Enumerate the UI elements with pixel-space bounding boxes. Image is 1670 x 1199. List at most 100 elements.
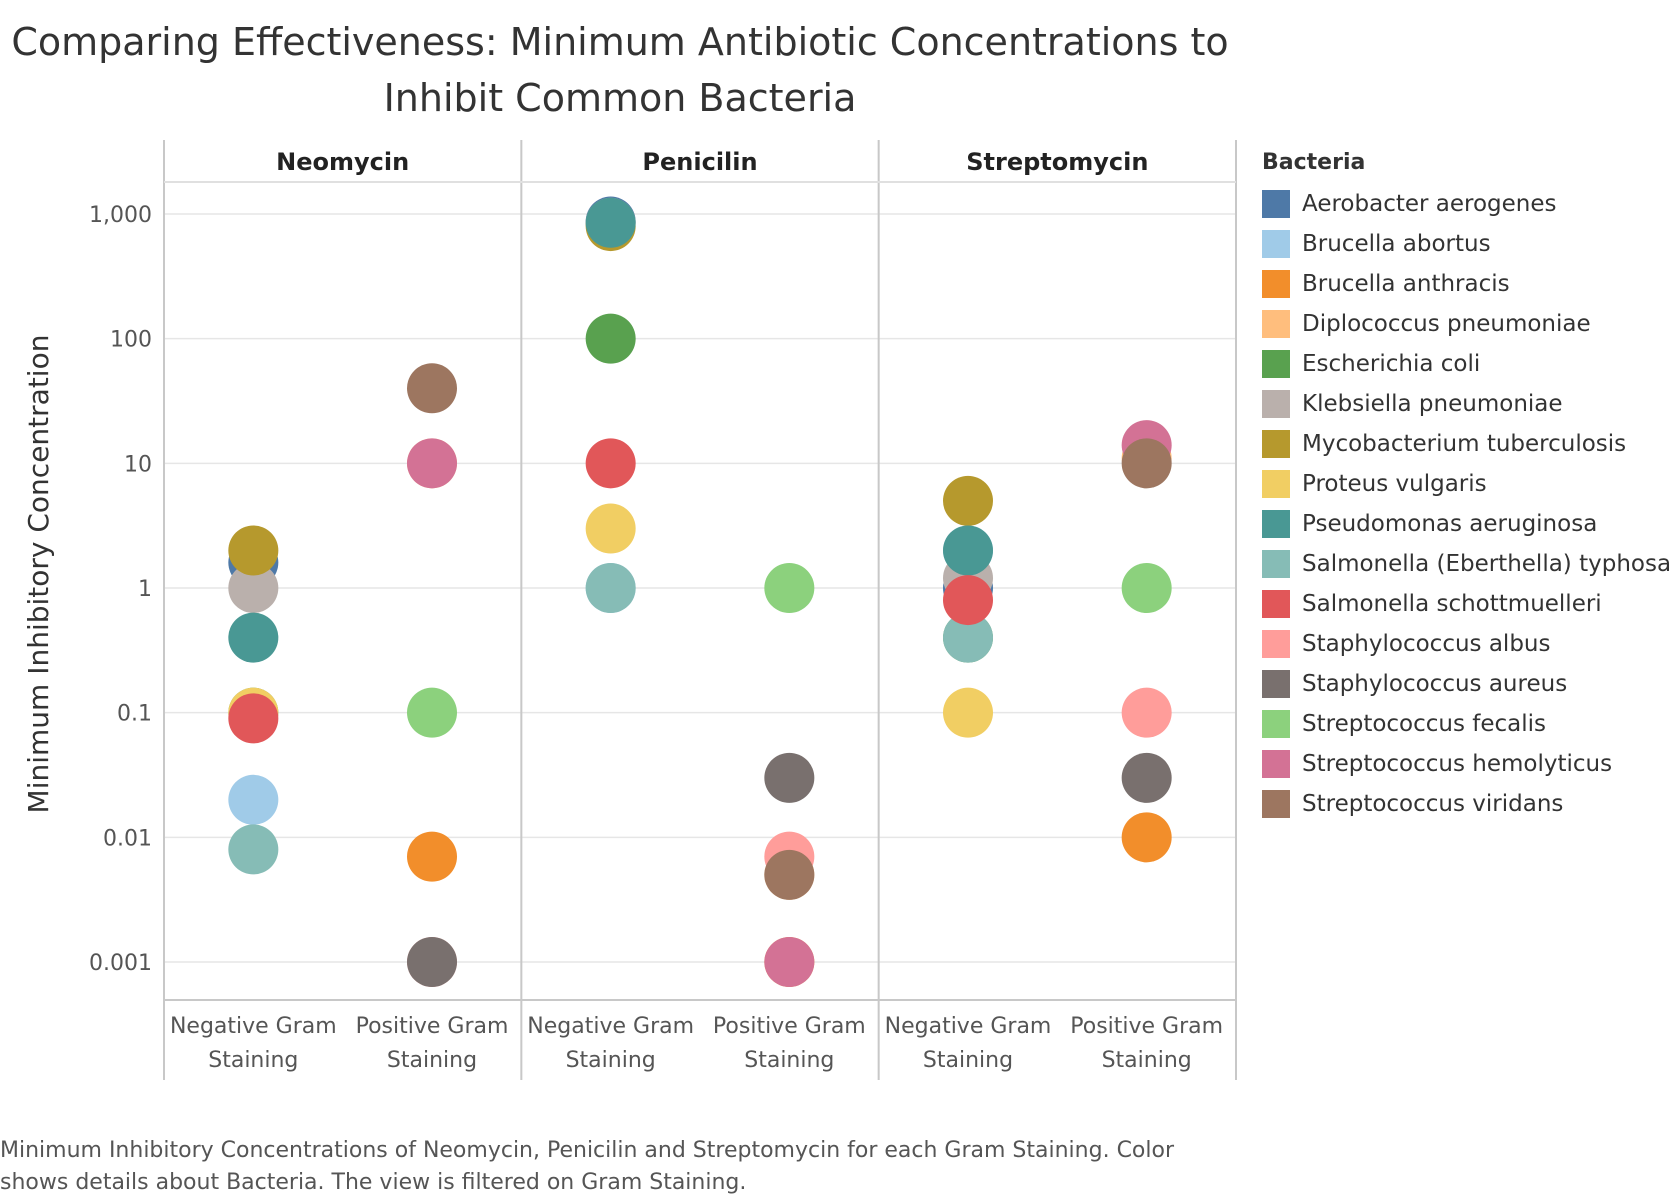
legend-item: Aerobacter aerogenes: [1262, 184, 1667, 224]
legend-title: Bacteria: [1262, 150, 1366, 175]
category-label: Negative Gram: [170, 1014, 337, 1039]
data-point: [1121, 438, 1172, 489]
legend-label: Aerobacter aerogenes: [1302, 191, 1557, 217]
legend-swatch: [1262, 470, 1290, 498]
caption: Minimum Inhibitory Concentrations of Neo…: [0, 1135, 1250, 1199]
data-point: [407, 831, 457, 882]
data-point: [228, 563, 279, 613]
legend-label: Salmonella (Eberthella) typhosa: [1302, 551, 1670, 577]
chart-title-line-1: Comparing Effectiveness: Minimum Antibio…: [11, 20, 1229, 64]
y-tick-label: 0.001: [89, 951, 152, 976]
chart-plot: 1,000 100 10 1 0.1 0.01 0.001 Neomycin Penicili…: [22, 140, 1237, 1080]
category-label: Positive Gram: [1070, 1014, 1223, 1039]
y-tick-label: 1: [138, 577, 152, 602]
legend-label: Streptococcus fecalis: [1302, 711, 1547, 737]
y-tick-label: 0.1: [117, 702, 152, 727]
category-label: Negative Gram: [885, 1014, 1052, 1039]
data-point: [228, 774, 279, 825]
data-point: [228, 525, 279, 576]
y-axis-title: Minimum Inhibitory Concentration: [22, 335, 55, 814]
legend-item: Staphylococcus aureus: [1262, 664, 1667, 704]
data-point: [764, 752, 815, 803]
category-label: Negative Gram: [527, 1014, 694, 1039]
legend-item: Brucella abortus: [1262, 224, 1667, 264]
data-point: [943, 475, 993, 526]
panel-label-streptomycin: Streptomycin: [966, 148, 1148, 176]
data-point: [407, 438, 457, 489]
data-point: [407, 937, 457, 987]
category-labels: Negative Gram Staining Positive Gram Staini…: [170, 1014, 1223, 1073]
data-point: [228, 824, 279, 875]
category-label: Staining: [923, 1048, 1013, 1073]
legend-label: Staphylococcus albus: [1302, 631, 1551, 657]
data-point: [228, 693, 279, 744]
legend-item: Salmonella (Eberthella) typhosa: [1262, 544, 1670, 584]
legend-label: Brucella anthracis: [1302, 271, 1510, 297]
legend-item: Mycobacterium tuberculosis: [1262, 424, 1667, 464]
legend-swatch: [1262, 590, 1290, 618]
legend-swatch: [1262, 430, 1290, 458]
frame-layer: [163, 140, 1237, 1080]
legend-label: Klebsiella pneumoniae: [1302, 391, 1563, 417]
chart-title: Comparing Effectiveness: Minimum Antibio…: [0, 14, 1240, 126]
data-point: [585, 197, 636, 248]
grid-layer: [164, 213, 1236, 963]
data-points: [228, 196, 1172, 987]
legend-label: Salmonella schottmuelleri: [1302, 591, 1602, 617]
y-tick-label: 100: [110, 328, 152, 353]
data-point: [943, 575, 993, 626]
y-tick-label: 1,000: [89, 203, 152, 228]
y-tick-label: 0.01: [103, 826, 152, 851]
legend-label: Diplococcus pneumoniae: [1302, 311, 1591, 337]
data-point: [585, 503, 636, 554]
legend-label: Mycobacterium tuberculosis: [1302, 431, 1627, 457]
data-point: [764, 849, 815, 900]
category-label: Positive Gram: [713, 1014, 866, 1039]
data-point: [943, 525, 993, 576]
legend-swatch: [1262, 670, 1290, 698]
legend-swatch: [1262, 190, 1290, 218]
y-axis-ticks: 1,000 100 10 1 0.1 0.01 0.001: [89, 203, 152, 976]
data-point: [585, 563, 636, 613]
data-point: [1121, 812, 1172, 863]
legend-swatch: [1262, 550, 1290, 578]
category-label: Staining: [208, 1048, 298, 1073]
legend-item: Klebsiella pneumoniae: [1262, 384, 1667, 424]
legend-label: Streptococcus viridans: [1302, 791, 1564, 817]
panel-label-penicilin: Penicilin: [642, 148, 757, 176]
legend-item: Staphylococcus albus: [1262, 624, 1667, 664]
legend-label: Escherichia coli: [1302, 351, 1481, 377]
legend-label: Pseudomonas aeruginosa: [1302, 511, 1598, 537]
caption-line-1: Minimum Inhibitory Concentrations of Neo…: [0, 1138, 1175, 1163]
legend-item: Diplococcus pneumoniae: [1262, 304, 1667, 344]
data-point: [764, 937, 815, 987]
y-tick-label: 10: [124, 452, 152, 477]
legend-swatch: [1262, 270, 1290, 298]
legend-label: Brucella abortus: [1302, 231, 1491, 257]
category-label: Staining: [1102, 1048, 1192, 1073]
data-point: [407, 363, 457, 414]
data-point: [585, 313, 636, 364]
panel-label-neomycin: Neomycin: [276, 148, 409, 176]
legend-item: Streptococcus viridans: [1262, 784, 1667, 824]
panel-labels: Neomycin Penicilin Streptomycin: [276, 148, 1148, 176]
caption-line-2: shows details about Bacteria. The view i…: [0, 1170, 747, 1195]
legend-swatch: [1262, 790, 1290, 818]
legend-label: Staphylococcus aureus: [1302, 671, 1568, 697]
legend-swatch: [1262, 230, 1290, 258]
legend-item: Streptococcus fecalis: [1262, 704, 1667, 744]
data-point: [943, 687, 993, 738]
legend-swatch: [1262, 630, 1290, 658]
legend-swatch: [1262, 390, 1290, 418]
category-label: Staining: [744, 1048, 834, 1073]
data-point: [764, 563, 815, 613]
legend-item: Proteus vulgaris: [1262, 464, 1667, 504]
category-label: Staining: [566, 1048, 656, 1073]
data-point: [1121, 752, 1172, 803]
data-point: [1121, 687, 1172, 738]
legend-swatch: [1262, 350, 1290, 378]
chart-title-line-2: Inhibit Common Bacteria: [383, 76, 857, 120]
legend-item: Pseudomonas aeruginosa: [1262, 504, 1667, 544]
category-label: Staining: [387, 1048, 477, 1073]
legend-swatch: [1262, 510, 1290, 538]
